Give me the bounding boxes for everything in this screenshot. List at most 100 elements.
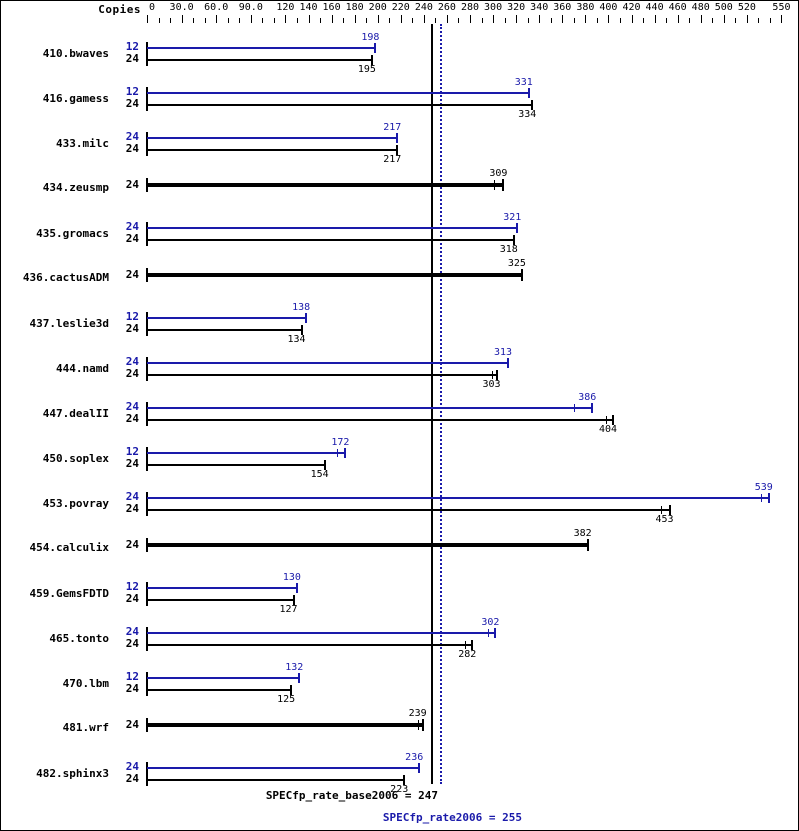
axis-tick-label: 120 bbox=[276, 2, 295, 13]
base-bar-cap bbox=[471, 640, 474, 650]
base-bar bbox=[147, 149, 398, 151]
base-bar-cap bbox=[323, 460, 326, 470]
base-bar bbox=[147, 779, 405, 781]
base-bar-cap bbox=[370, 55, 373, 65]
axis-minor-tick bbox=[596, 18, 598, 23]
base-copies: 24 bbox=[125, 97, 139, 110]
benchmark-name: 465.tonto bbox=[49, 632, 109, 645]
base-bar-cap bbox=[612, 415, 615, 425]
base-bar-cap bbox=[520, 269, 523, 281]
axis-tick-label: 460 bbox=[668, 2, 687, 13]
peak-bar-cap bbox=[767, 493, 770, 503]
base-value-label: 453 bbox=[655, 514, 674, 525]
base-value-label: 318 bbox=[499, 244, 518, 255]
peak-bar-cap bbox=[295, 583, 298, 593]
run-mark bbox=[418, 720, 420, 730]
base-bar bbox=[147, 543, 588, 547]
axis-tick-label: 480 bbox=[691, 2, 710, 13]
axis-minor-tick bbox=[366, 18, 368, 23]
peak-bar bbox=[147, 317, 307, 319]
benchmark-row: 453.povray 24 539 24 453 bbox=[1, 481, 798, 526]
axis-minor-tick bbox=[227, 18, 229, 23]
base-value-label: 217 bbox=[383, 154, 402, 165]
base-bar-cap bbox=[512, 235, 515, 245]
benchmark-name: 481.wrf bbox=[62, 721, 109, 734]
base-copies: 24 bbox=[125, 592, 139, 605]
benchmark-row: 436.cactusADM 24 325 bbox=[1, 256, 798, 301]
benchmark-name: 454.calculix bbox=[29, 541, 109, 554]
run-mark bbox=[465, 641, 467, 649]
benchmark-row: 416.gamess 12 331 24 334 bbox=[1, 76, 798, 121]
base-value-label: 195 bbox=[357, 64, 376, 75]
peak-bar-cap bbox=[305, 313, 308, 323]
axis-major-tick bbox=[723, 15, 725, 23]
axis-minor-tick bbox=[619, 18, 621, 23]
axis-minor-tick bbox=[296, 18, 298, 23]
peak-copies: 12 bbox=[125, 445, 139, 458]
axis-tick-label: 200 bbox=[368, 2, 387, 13]
base-value-label: 309 bbox=[489, 168, 508, 179]
peak-bar bbox=[147, 407, 593, 409]
axis-major-tick bbox=[516, 15, 518, 23]
axis-minor-tick bbox=[158, 18, 160, 23]
base-copies: 24 bbox=[125, 682, 139, 695]
peak-bar-cap bbox=[516, 223, 519, 233]
benchmark-name: 434.zeusmp bbox=[42, 181, 109, 194]
base-copies: 24 bbox=[125, 412, 139, 425]
base-value-label: 134 bbox=[287, 334, 306, 345]
run-mark bbox=[606, 416, 608, 424]
axis-minor-tick bbox=[204, 18, 206, 23]
axis-major-tick bbox=[539, 15, 541, 23]
base-bar-cap bbox=[300, 325, 303, 335]
run-mark bbox=[573, 404, 575, 412]
benchmark-name: 444.namd bbox=[56, 362, 109, 375]
benchmark-name: 447.dealII bbox=[42, 407, 109, 420]
base-bar bbox=[147, 239, 514, 241]
benchmark-name: 482.sphinx3 bbox=[36, 767, 109, 780]
peak-reference-line bbox=[440, 24, 443, 784]
benchmark-name: 416.gamess bbox=[42, 92, 109, 105]
axis-minor-tick bbox=[170, 18, 172, 23]
base-value-label: 154 bbox=[310, 469, 329, 480]
base-bar bbox=[147, 104, 533, 106]
peak-bar-cap bbox=[298, 673, 301, 683]
benchmark-row: 482.sphinx3 24 236 24 223 bbox=[1, 751, 798, 796]
base-bar bbox=[147, 644, 473, 646]
peak-value-label: 321 bbox=[503, 212, 522, 223]
axis-major-tick bbox=[608, 15, 610, 23]
peak-value-label: 236 bbox=[405, 752, 424, 763]
base-value-label: 282 bbox=[458, 649, 477, 660]
peak-value-label: 132 bbox=[285, 662, 304, 673]
axis-tick-label: 520 bbox=[737, 2, 756, 13]
base-bar bbox=[147, 509, 670, 511]
benchmark-name: 435.gromacs bbox=[36, 227, 109, 240]
base-bar bbox=[147, 464, 325, 466]
peak-bar-cap bbox=[527, 88, 530, 98]
axis-major-tick bbox=[700, 15, 702, 23]
run-mark bbox=[488, 629, 490, 637]
axis-minor-tick bbox=[320, 18, 322, 23]
axis-major-tick bbox=[147, 15, 148, 23]
axis-tick-label: 0 bbox=[149, 2, 156, 13]
benchmark-row: 459.GemsFDTD 12 130 24 127 bbox=[1, 571, 798, 616]
peak-copies: 24 bbox=[125, 625, 139, 638]
axis-minor-tick bbox=[573, 18, 575, 23]
axis-minor-tick bbox=[458, 18, 460, 23]
peak-value-label: 172 bbox=[331, 437, 350, 448]
benchmark-row: 437.leslie3d 12 138 24 134 bbox=[1, 301, 798, 346]
axis-major-tick bbox=[585, 15, 587, 23]
axis-major-tick bbox=[493, 15, 495, 23]
base-bar-cap bbox=[403, 775, 406, 785]
base-bar-cap bbox=[586, 539, 589, 551]
axis-major-tick bbox=[250, 15, 252, 23]
axis-minor-tick bbox=[193, 18, 195, 23]
axis-minor-tick bbox=[758, 18, 760, 23]
peak-copies: 24 bbox=[125, 760, 139, 773]
base-bar bbox=[147, 723, 423, 727]
benchmark-row: 450.soplex 12 172 24 154 bbox=[1, 436, 798, 481]
base-copies: 24 bbox=[125, 538, 139, 551]
peak-copies: 24 bbox=[125, 355, 139, 368]
peak-copies: 12 bbox=[125, 580, 139, 593]
benchmark-row: 433.milc 24 217 24 217 bbox=[1, 121, 798, 166]
